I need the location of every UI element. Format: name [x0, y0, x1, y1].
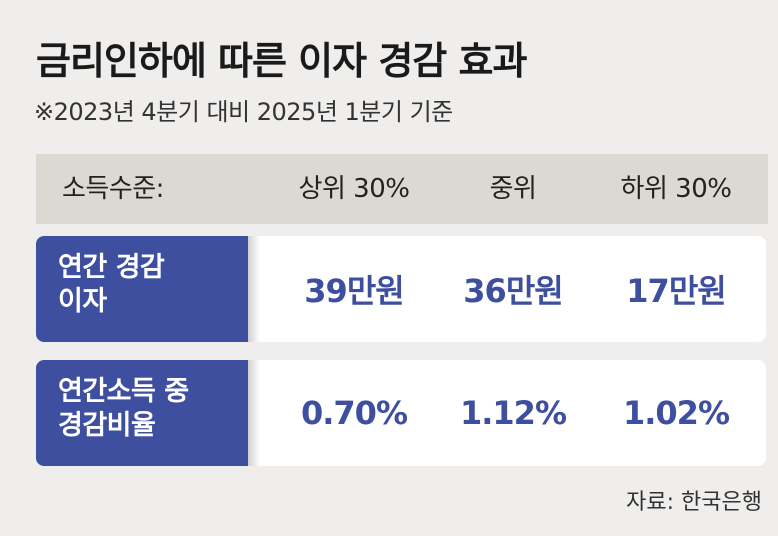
cell-ratio-middle: 1.12%: [459, 394, 567, 432]
row-label-savings-ratio: 연간소득 중 경감비율: [36, 360, 248, 466]
header-column-top-30: 상위 30%: [298, 174, 410, 204]
row-label-shadow: [248, 360, 260, 466]
row-label-line: 연간 경감: [58, 252, 165, 283]
row-label-line: 연간소득 중: [58, 376, 189, 407]
cell-savings-top-30: 39만원: [304, 272, 404, 310]
row-label-line: 경감비율: [58, 410, 156, 441]
source-note: 자료: 한국은행: [626, 490, 762, 515]
cell-ratio-top-30: 0.70%: [300, 394, 408, 432]
chart-title: 금리인하에 따른 이자 경감 효과: [36, 39, 527, 83]
header-column-bottom-30: 하위 30%: [620, 174, 732, 204]
header-label-income-level: 소득수준:: [62, 174, 164, 204]
cell-savings-middle: 36만원: [463, 272, 563, 310]
cell-ratio-bottom-30: 1.02%: [622, 394, 730, 432]
cell-savings-bottom-30: 17만원: [626, 272, 726, 310]
table-row-annual-interest-savings: 연간 경감 이자 39만원 36만원 17만원: [36, 236, 766, 342]
table-row-savings-ratio: 연간소득 중 경감비율 0.70% 1.12% 1.02%: [36, 360, 766, 466]
row-label-line: 이자: [58, 286, 107, 317]
header-column-middle: 중위: [489, 174, 537, 204]
chart-subtitle: ※2023년 4분기 대비 2025년 1분기 기준: [34, 98, 453, 126]
table-header-row: 소득수준: 상위 30% 중위 하위 30%: [36, 154, 768, 224]
row-label-shadow: [248, 236, 260, 342]
row-label-annual-interest-savings: 연간 경감 이자: [36, 236, 248, 342]
